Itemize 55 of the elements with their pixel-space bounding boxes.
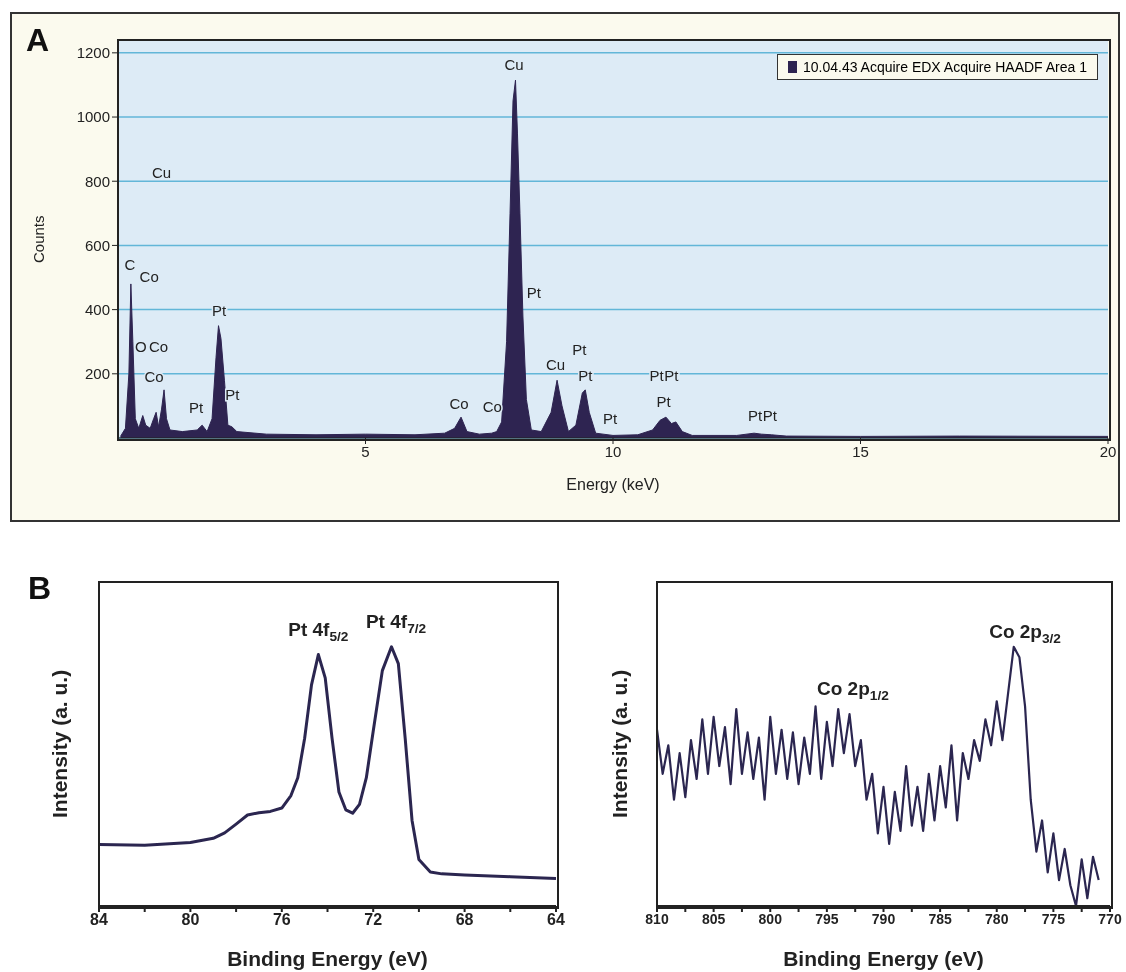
y-tick-label: 1000 — [76, 108, 110, 126]
annotation: Cu — [151, 163, 172, 181]
text: Pt 4f$_{5/2}$ — [288, 618, 349, 644]
legend-label: 10.04.43 Acquire EDX Acquire HAADF Area 1 — [802, 59, 1087, 75]
x-tick-label: 10 — [604, 442, 622, 460]
y-tick-label: 400 — [84, 300, 110, 318]
x-tick-label: 810 — [645, 910, 669, 927]
annotation: Co — [139, 267, 159, 285]
annotation: Pt — [747, 406, 763, 424]
x-tick-label: 790 — [871, 910, 896, 927]
y-axis-title: Counts — [30, 215, 47, 263]
y-tick-label: 200 — [84, 365, 110, 383]
x-tick-label: 5 — [361, 442, 370, 460]
annotation: Pt — [189, 398, 205, 416]
x-axis-title: Energy (keV) — [566, 476, 660, 493]
annotation: Pt — [656, 392, 672, 410]
annotation: Co 2p$_{1/2}$ — [817, 677, 890, 704]
x-tick-label: 795 — [815, 910, 839, 927]
x-tick-label: 805 — [701, 910, 726, 927]
y-tick-label: 800 — [84, 172, 110, 190]
chart-title: A — [26, 22, 50, 59]
annotation: Co — [149, 337, 169, 355]
annotation: Pt — [572, 340, 588, 358]
annotation: O — [134, 337, 147, 355]
x-tick-label: 780 — [985, 910, 1009, 927]
x-tick-label: 76 — [272, 911, 291, 929]
y-tick-label: 600 — [84, 236, 110, 254]
text: Pt 4f$_{7/2}$ — [365, 610, 427, 636]
annotation: Co — [482, 397, 502, 415]
annotation: Pt — [225, 385, 241, 403]
x-axis-title: Binding Energy (eV) — [227, 947, 428, 970]
annotation: Cu — [545, 355, 566, 373]
annotation: Pt — [602, 410, 618, 427]
chart-title: B — [28, 570, 52, 607]
annotation: Pt — [526, 283, 542, 301]
x-tick-label: 800 — [758, 910, 783, 927]
x-tick-label: 80 — [181, 911, 200, 929]
y-axis-title: Intensity (a. u.) — [48, 669, 71, 819]
x-tick-label: 785 — [928, 910, 953, 927]
x-tick-label: 84 — [90, 911, 108, 929]
y-tick-label: 1200 — [76, 44, 110, 62]
x-tick-label: 64 — [547, 911, 565, 929]
x-tick-label: 20 — [1099, 442, 1117, 460]
annotation: Cu — [504, 55, 524, 73]
x-tick-label: 770 — [1098, 910, 1122, 927]
annotation: C — [124, 255, 136, 273]
annotation: Co — [449, 394, 469, 412]
x-tick-label: 72 — [364, 911, 383, 929]
annotation: Pt — [762, 406, 778, 424]
y-axis-title: Intensity (a. u.) — [608, 668, 632, 821]
x-tick-label: 15 — [852, 442, 869, 460]
x-axis-title: Binding Energy (eV) — [783, 947, 984, 970]
text: Co 2p$_{3/2}$ — [989, 620, 1062, 647]
x-tick-label: 775 — [1041, 910, 1066, 927]
x-tick-label: 68 — [455, 911, 474, 929]
